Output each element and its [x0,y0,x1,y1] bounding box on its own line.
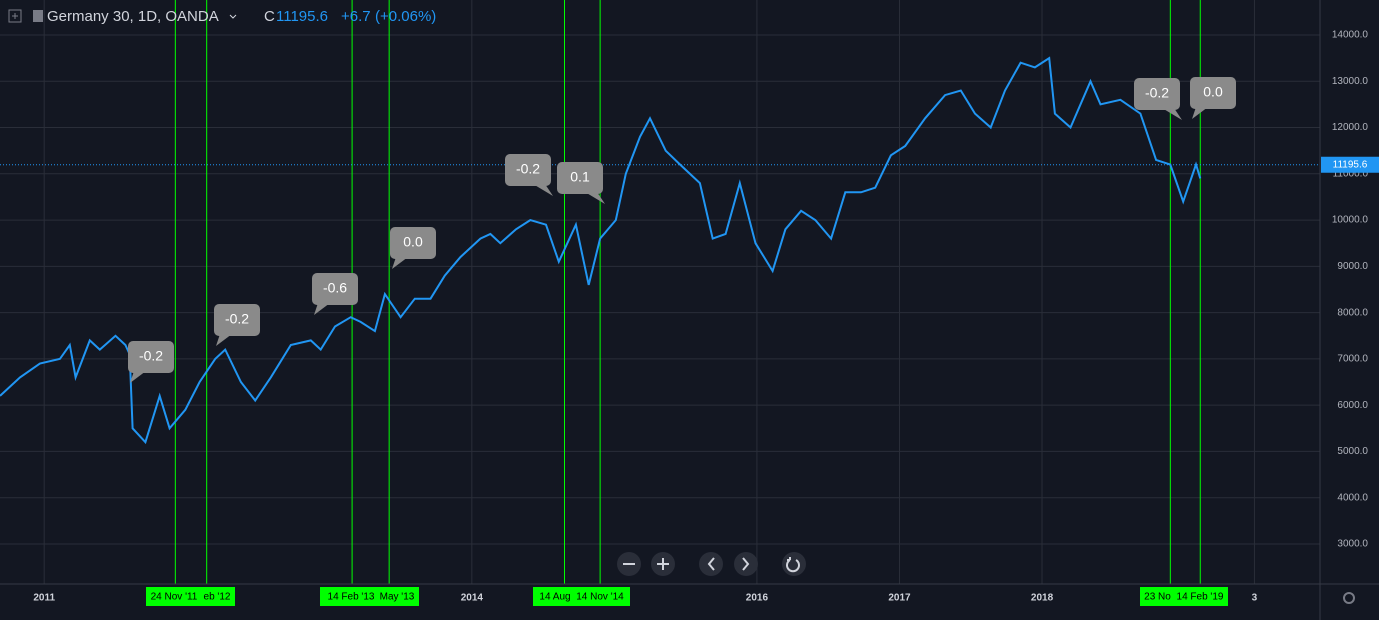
y-tick-label: 12000.0 [1332,122,1369,133]
x-tick-label: 2011 [33,593,55,604]
bubble-label: -0.2 [516,161,540,177]
plus-glyph [12,13,18,19]
right-glyph [742,557,750,571]
event-date-label: 24 Nov '11 [151,592,198,603]
event-date-box [320,587,382,606]
reset-button[interactable] [782,552,806,576]
event-date-label: 14 Aug [539,592,570,603]
y-tick-label: 13000.0 [1332,76,1369,87]
y-tick-label: 7000.0 [1337,354,1368,365]
bubble [128,341,174,373]
y-tick-label: 14000.0 [1332,30,1369,41]
bubble [390,227,436,259]
x-tick-label: 2016 [746,593,769,604]
event-date-box [1172,587,1228,606]
bubble-label: -0.2 [139,348,163,364]
bubble-tail [314,303,330,315]
scroll-right-button[interactable] [734,552,758,576]
settings-button[interactable] [1343,592,1355,604]
price-badge [1321,156,1379,173]
bubble-tail [216,334,232,346]
event-date-label: 14 Nov '14 [576,592,624,603]
event-date-box [375,587,419,606]
event-date-label: eb '12 [204,592,231,603]
event-date-label: May '13 [380,592,415,603]
price-badge-label: 11195.6 [1333,159,1368,170]
close-value: 11195.6 [276,8,328,25]
x-tick-label: 3 [1252,593,1258,604]
bubble-tail [392,257,408,269]
bubble [312,273,358,305]
change-percent: (+0.06%) [375,8,436,25]
settings [1343,592,1355,604]
event-date-box [199,587,235,606]
y-tick-label: 4000.0 [1337,492,1368,503]
bubble-label: -0.6 [323,280,347,296]
event-date-box [533,587,577,606]
scroll-left-button[interactable] [699,552,723,576]
event-date-box [146,587,202,606]
dropdown-caret[interactable] [229,14,237,19]
bubble [1190,77,1236,109]
bubble-label: 0.1 [570,169,590,185]
y-tick-label: 3000.0 [1337,539,1368,550]
x-tick-label: 2014 [461,593,484,604]
add-symbol-icon[interactable] [8,9,22,23]
y-tick-label: 9000.0 [1337,261,1368,272]
y-tick-label: 6000.0 [1337,400,1368,411]
bubble-label: 0.0 [403,234,423,250]
symbol-title[interactable]: Germany 30, 1D, OANDA [47,8,219,25]
bubble-tail [533,184,553,196]
event-date-label: 23 No [1144,592,1171,603]
price-line [0,56,1202,445]
bubble-tail [1192,107,1208,119]
bubble-tail [130,371,146,383]
bubble-label: -0.2 [225,311,249,327]
y-tick-label: 10000.0 [1332,215,1369,226]
left-glyph [707,557,715,571]
y-tick-label: 8000.0 [1337,307,1368,318]
y-tick-label: 5000.0 [1337,446,1368,457]
bubble [1134,78,1180,110]
x-tick-label: 2017 [888,593,911,604]
zoom-controls [617,552,806,576]
bubble-label: 0.0 [1203,84,1223,100]
event-date-label: 14 Feb '19 [1177,592,1224,603]
header: Germany 30, 1D, OANDA C 11195.6 +6.7 (+0… [8,8,436,25]
event-date-box [570,587,630,606]
event-date-box [1140,587,1175,606]
y-tick-label: 11000.0 [1333,168,1369,179]
x-tick-label: 2018 [1031,593,1054,604]
bubble [557,162,603,194]
symbol-flag [33,10,43,22]
bubble-label: -0.2 [1145,85,1169,101]
bubble [214,304,260,336]
event-date-label: 14 Feb '13 [328,592,375,603]
change: +6.7 [341,8,371,25]
bubble [505,154,551,186]
close-prefix: C [264,8,275,25]
reset-glyph [786,557,800,573]
bubble-tail [1162,108,1182,120]
bubble-tail [585,192,605,204]
plus-glyph [657,558,669,570]
